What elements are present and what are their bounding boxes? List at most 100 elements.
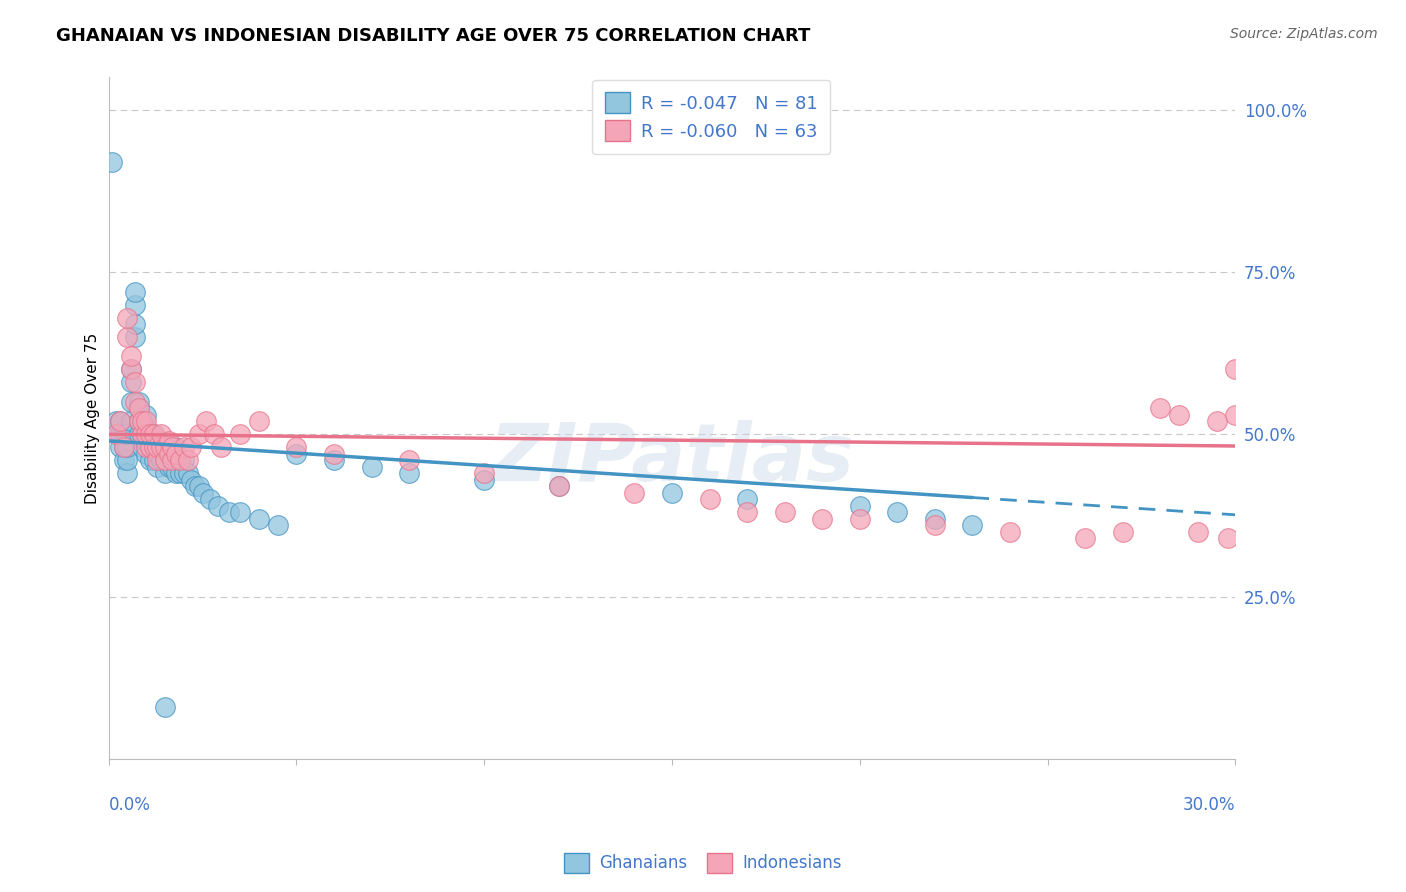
- Point: [162, 447, 184, 461]
- Point: [848, 499, 870, 513]
- Point: [699, 492, 721, 507]
- Point: [247, 414, 270, 428]
- Point: [150, 427, 173, 442]
- Point: [1111, 524, 1133, 539]
- Point: [924, 511, 946, 525]
- Legend: R = -0.047   N = 81, R = -0.060   N = 63: R = -0.047 N = 81, R = -0.060 N = 63: [592, 79, 831, 153]
- Point: [124, 376, 146, 390]
- Point: [112, 440, 135, 454]
- Point: [180, 473, 202, 487]
- Point: [195, 414, 218, 428]
- Point: [153, 453, 176, 467]
- Point: [101, 154, 124, 169]
- Point: [153, 440, 176, 454]
- Point: [135, 421, 157, 435]
- Point: [135, 440, 157, 454]
- Point: [180, 440, 202, 454]
- Point: [105, 427, 128, 442]
- Point: [173, 453, 195, 467]
- Point: [131, 427, 153, 442]
- Y-axis label: Disability Age Over 75: Disability Age Over 75: [86, 333, 100, 504]
- Point: [117, 440, 139, 454]
- Point: [108, 414, 131, 428]
- Point: [157, 447, 180, 461]
- Text: 30.0%: 30.0%: [1182, 797, 1236, 814]
- Point: [120, 350, 142, 364]
- Point: [135, 414, 157, 428]
- Point: [128, 414, 150, 428]
- Point: [153, 699, 176, 714]
- Point: [146, 434, 169, 448]
- Point: [142, 427, 165, 442]
- Point: [162, 453, 184, 467]
- Point: [150, 453, 173, 467]
- Point: [1187, 524, 1209, 539]
- Point: [135, 434, 157, 448]
- Point: [146, 440, 169, 454]
- Point: [139, 440, 162, 454]
- Point: [962, 518, 984, 533]
- Point: [165, 453, 187, 467]
- Point: [162, 440, 184, 454]
- Point: [165, 467, 187, 481]
- Point: [229, 505, 252, 519]
- Point: [187, 479, 209, 493]
- Point: [146, 447, 169, 461]
- Point: [623, 485, 645, 500]
- Point: [157, 434, 180, 448]
- Point: [124, 285, 146, 299]
- Point: [131, 427, 153, 442]
- Point: [323, 447, 346, 461]
- Point: [150, 440, 173, 454]
- Point: [124, 317, 146, 331]
- Point: [105, 427, 128, 442]
- Point: [139, 427, 162, 442]
- Point: [1205, 414, 1227, 428]
- Point: [146, 459, 169, 474]
- Point: [848, 511, 870, 525]
- Point: [124, 297, 146, 311]
- Point: [139, 453, 162, 467]
- Point: [209, 440, 232, 454]
- Text: Source: ZipAtlas.com: Source: ZipAtlas.com: [1230, 27, 1378, 41]
- Point: [112, 453, 135, 467]
- Point: [146, 453, 169, 467]
- Point: [229, 427, 252, 442]
- Point: [360, 459, 382, 474]
- Point: [135, 408, 157, 422]
- Point: [124, 330, 146, 344]
- Point: [202, 427, 225, 442]
- Point: [112, 440, 135, 454]
- Point: [108, 414, 131, 428]
- Point: [773, 505, 796, 519]
- Point: [142, 453, 165, 467]
- Point: [128, 401, 150, 416]
- Point: [998, 524, 1021, 539]
- Point: [120, 376, 142, 390]
- Point: [117, 453, 139, 467]
- Point: [398, 453, 420, 467]
- Point: [187, 427, 209, 442]
- Point: [176, 467, 198, 481]
- Point: [169, 453, 191, 467]
- Point: [128, 427, 150, 442]
- Point: [117, 330, 139, 344]
- Point: [120, 414, 142, 428]
- Point: [266, 518, 288, 533]
- Point: [184, 479, 207, 493]
- Point: [924, 518, 946, 533]
- Point: [218, 505, 240, 519]
- Point: [176, 453, 198, 467]
- Point: [142, 427, 165, 442]
- Point: [198, 492, 221, 507]
- Point: [1225, 362, 1247, 376]
- Point: [811, 511, 834, 525]
- Point: [207, 499, 229, 513]
- Legend: Ghanaians, Indonesians: Ghanaians, Indonesians: [558, 847, 848, 880]
- Point: [117, 467, 139, 481]
- Point: [131, 414, 153, 428]
- Point: [247, 511, 270, 525]
- Point: [139, 440, 162, 454]
- Point: [398, 467, 420, 481]
- Text: ZIPatlas: ZIPatlas: [489, 420, 855, 498]
